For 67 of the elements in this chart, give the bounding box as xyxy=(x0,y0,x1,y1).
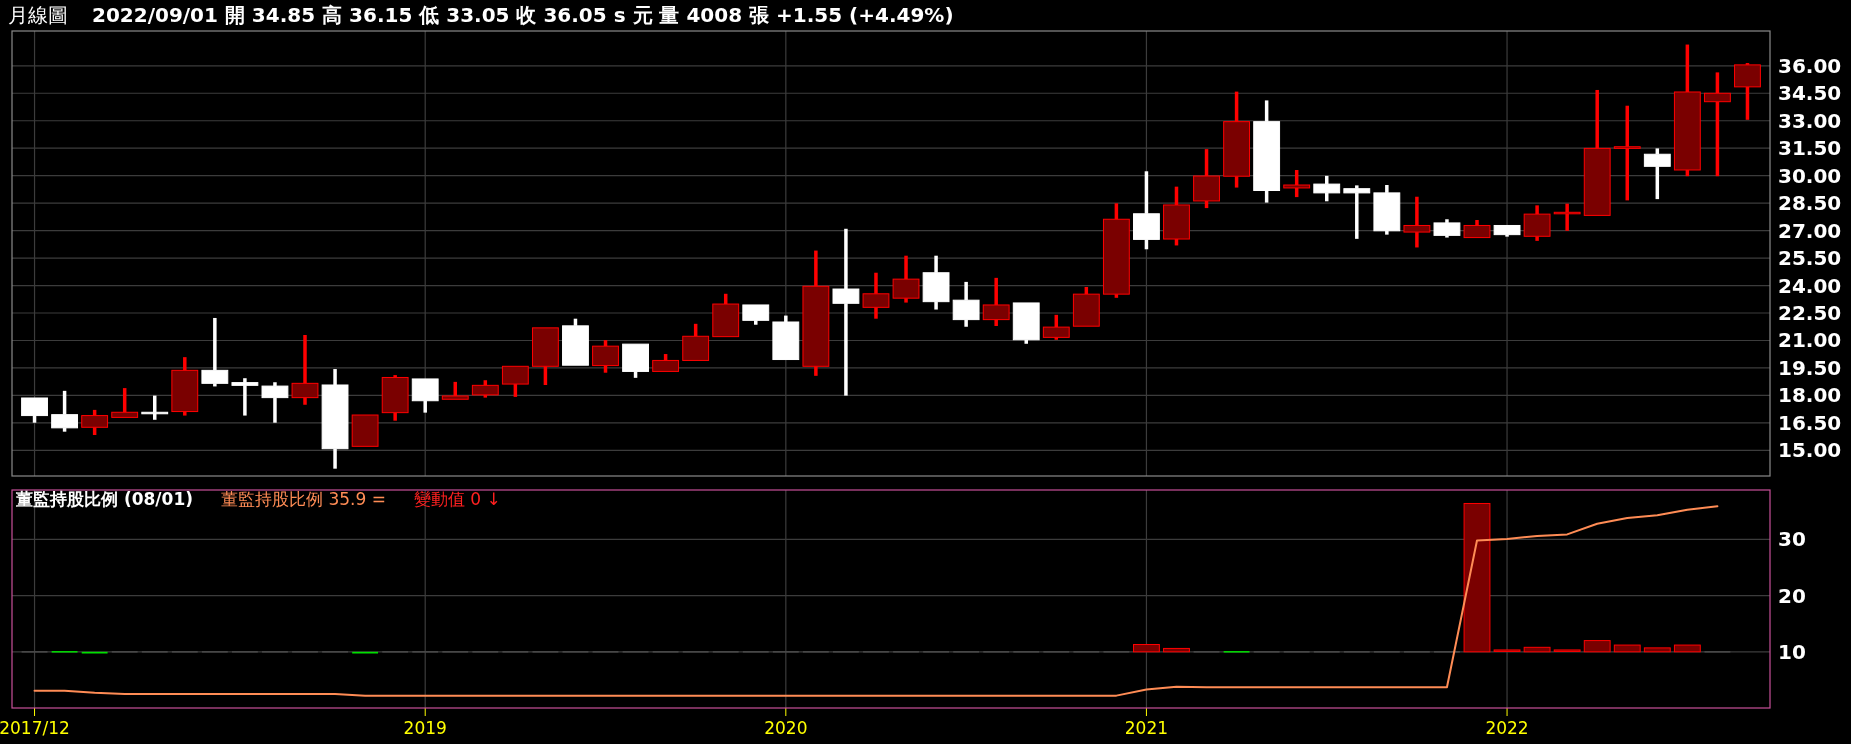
bar xyxy=(1163,647,1190,653)
chart-title: 月線圖 xyxy=(8,3,68,27)
y-tick-label: 28.50 xyxy=(1778,191,1842,216)
y-tick-label: 31.50 xyxy=(1778,136,1842,161)
candlestick xyxy=(321,369,349,469)
candlestick xyxy=(1493,224,1521,237)
candlestick xyxy=(1373,185,1401,235)
bar xyxy=(1523,646,1551,653)
candlestick xyxy=(381,375,409,421)
candlestick xyxy=(862,272,890,319)
candlestick xyxy=(291,334,319,405)
y-tick-label: 33.00 xyxy=(1778,108,1842,133)
y-tick-label: 16.50 xyxy=(1778,410,1842,435)
candlestick xyxy=(772,315,800,361)
candlestick xyxy=(1463,219,1491,239)
y-tick-label: 27.00 xyxy=(1778,218,1842,243)
y-tick-label: 30.00 xyxy=(1778,163,1842,188)
candlestick xyxy=(922,255,950,310)
candlestick xyxy=(802,250,830,376)
candlestick xyxy=(531,327,559,385)
candlestick xyxy=(51,390,79,432)
y-tick-label: 36.00 xyxy=(1778,53,1842,78)
y-tick-label: 30 xyxy=(1778,527,1806,552)
candlestick xyxy=(982,277,1010,327)
bar xyxy=(1583,640,1611,653)
candlestick xyxy=(1012,302,1040,344)
x-tick-label: 2020 xyxy=(764,718,808,738)
annotation: 董監持股比例 35.9 = xyxy=(220,489,386,509)
y-tick-label: 15.00 xyxy=(1778,438,1842,463)
y-tick-label: 24.00 xyxy=(1778,273,1842,298)
y-tick-label: 20 xyxy=(1778,583,1806,608)
candlestick xyxy=(351,414,379,447)
candlestick xyxy=(1523,205,1551,241)
bar xyxy=(1643,647,1671,653)
bar xyxy=(1463,502,1491,653)
y-tick-label: 22.50 xyxy=(1778,301,1842,326)
x-tick-label: 2017/12 xyxy=(0,718,70,738)
annotation: 變動值 0 ↓ xyxy=(413,489,501,509)
candlestick xyxy=(1583,88,1611,216)
bar xyxy=(1613,644,1641,653)
candlestick xyxy=(171,357,199,416)
y-tick-label: 18.00 xyxy=(1778,383,1842,408)
candlestick xyxy=(111,388,139,418)
y-tick-label: 19.50 xyxy=(1778,355,1842,380)
candlestick xyxy=(742,304,770,325)
candlestick xyxy=(892,255,920,303)
candlestick xyxy=(952,280,980,327)
candlestick xyxy=(832,228,860,396)
bar xyxy=(1673,644,1701,653)
y-tick-label: 34.50 xyxy=(1778,81,1842,106)
chart-subtitle: 2022/09/01 開 34.85 高 36.15 低 33.05 收 36.05 s 元 量 4008 張 +1.55 (+4.49%) xyxy=(92,3,954,27)
candlestick xyxy=(231,378,259,416)
y-tick-label: 21.00 xyxy=(1778,328,1842,353)
candlestick xyxy=(1343,185,1371,239)
x-tick-label: 2021 xyxy=(1124,718,1169,738)
candlestick xyxy=(1613,105,1641,201)
candlestick xyxy=(1433,219,1461,238)
x-tick-label: 2019 xyxy=(403,718,447,738)
candlestick xyxy=(1703,72,1731,177)
candlestick xyxy=(1403,196,1431,248)
candlestick xyxy=(411,378,439,413)
x-tick-label: 2022 xyxy=(1485,718,1529,738)
y-tick-label: 10 xyxy=(1778,639,1806,664)
y-tick-label: 25.50 xyxy=(1778,246,1842,271)
bar xyxy=(1133,644,1160,653)
chart-title: 董監持股比例 (08/01) xyxy=(15,489,193,509)
candlestick xyxy=(261,382,289,423)
